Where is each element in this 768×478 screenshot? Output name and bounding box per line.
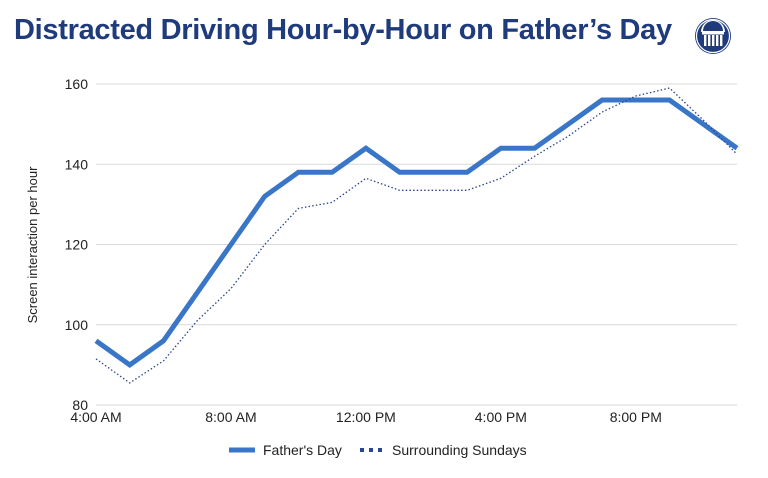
x-tick-label: 12:00 PM	[336, 409, 396, 425]
y-tick-label: 100	[65, 317, 89, 333]
x-tick-label: 8:00 AM	[205, 409, 256, 425]
x-tick-label: 4:00 AM	[70, 409, 121, 425]
y-axis-label: Screen interaction per hour	[25, 166, 40, 323]
chart-title: Distracted Driving Hour-by-Hour on Fathe…	[14, 14, 672, 46]
x-tick-label: 8:00 PM	[610, 409, 662, 425]
university-seal-logo-icon	[695, 18, 731, 54]
series-line-surrounding-sundays	[95, 87, 738, 384]
y-tick-label: 120	[65, 237, 89, 253]
y-tick-label: 160	[65, 76, 89, 92]
series-line-fathers-day	[94, 97, 739, 368]
legend: Father's Day Surrounding Sundays	[229, 442, 527, 458]
legend-label: Surrounding Sundays	[392, 442, 527, 458]
x-tick-label: 4:00 PM	[475, 409, 527, 425]
y-tick-label: 140	[65, 156, 89, 172]
y-tick-label: 80	[72, 397, 88, 413]
legend-label: Father's Day	[263, 442, 342, 458]
